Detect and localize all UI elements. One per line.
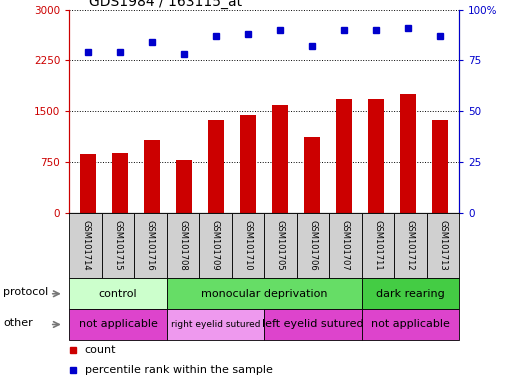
Text: GSM101708: GSM101708 <box>179 220 187 271</box>
Text: GSM101707: GSM101707 <box>341 220 350 271</box>
Bar <box>400 94 416 213</box>
Text: protocol: protocol <box>4 287 49 297</box>
Bar <box>69 213 102 278</box>
Bar <box>362 213 394 278</box>
Bar <box>368 99 384 213</box>
Bar <box>264 213 297 278</box>
Bar <box>69 278 167 309</box>
Text: GSM101713: GSM101713 <box>439 220 447 271</box>
Bar <box>81 154 96 213</box>
Bar <box>304 137 320 213</box>
Bar <box>362 278 459 309</box>
Text: count: count <box>85 345 116 355</box>
Bar <box>167 213 199 278</box>
Bar <box>134 213 167 278</box>
Text: dark rearing: dark rearing <box>376 289 445 299</box>
Bar <box>264 309 362 340</box>
Bar <box>329 213 362 278</box>
Bar <box>362 309 459 340</box>
Text: GSM101714: GSM101714 <box>81 220 90 271</box>
Bar <box>394 213 427 278</box>
Bar <box>102 213 134 278</box>
Text: GSM101716: GSM101716 <box>146 220 155 271</box>
Bar <box>427 213 459 278</box>
Bar <box>69 309 167 340</box>
Text: left eyelid sutured: left eyelid sutured <box>262 319 364 329</box>
Bar <box>112 154 128 213</box>
Text: control: control <box>98 289 137 299</box>
Bar <box>167 309 264 340</box>
Bar <box>208 120 224 213</box>
Bar <box>176 159 192 213</box>
Text: GSM101715: GSM101715 <box>113 220 123 271</box>
Text: monocular deprivation: monocular deprivation <box>201 289 327 299</box>
Bar <box>232 213 264 278</box>
Text: GSM101711: GSM101711 <box>373 220 382 271</box>
Bar <box>167 278 362 309</box>
Bar <box>336 99 352 213</box>
Text: GSM101712: GSM101712 <box>406 220 415 271</box>
Bar <box>240 115 256 213</box>
Text: GSM101710: GSM101710 <box>244 220 252 271</box>
Text: right eyelid sutured: right eyelid sutured <box>171 320 260 329</box>
Bar <box>297 213 329 278</box>
Text: GSM101709: GSM101709 <box>211 220 220 271</box>
Bar <box>432 120 448 213</box>
Bar <box>144 140 161 213</box>
Text: other: other <box>4 318 33 328</box>
Text: not applicable: not applicable <box>371 319 450 329</box>
Text: percentile rank within the sample: percentile rank within the sample <box>85 365 273 375</box>
Bar <box>199 213 232 278</box>
Text: GDS1984 / 163115_at: GDS1984 / 163115_at <box>89 0 242 8</box>
Bar <box>272 104 288 213</box>
Text: GSM101706: GSM101706 <box>308 220 318 271</box>
Text: not applicable: not applicable <box>78 319 157 329</box>
Text: GSM101705: GSM101705 <box>276 220 285 271</box>
